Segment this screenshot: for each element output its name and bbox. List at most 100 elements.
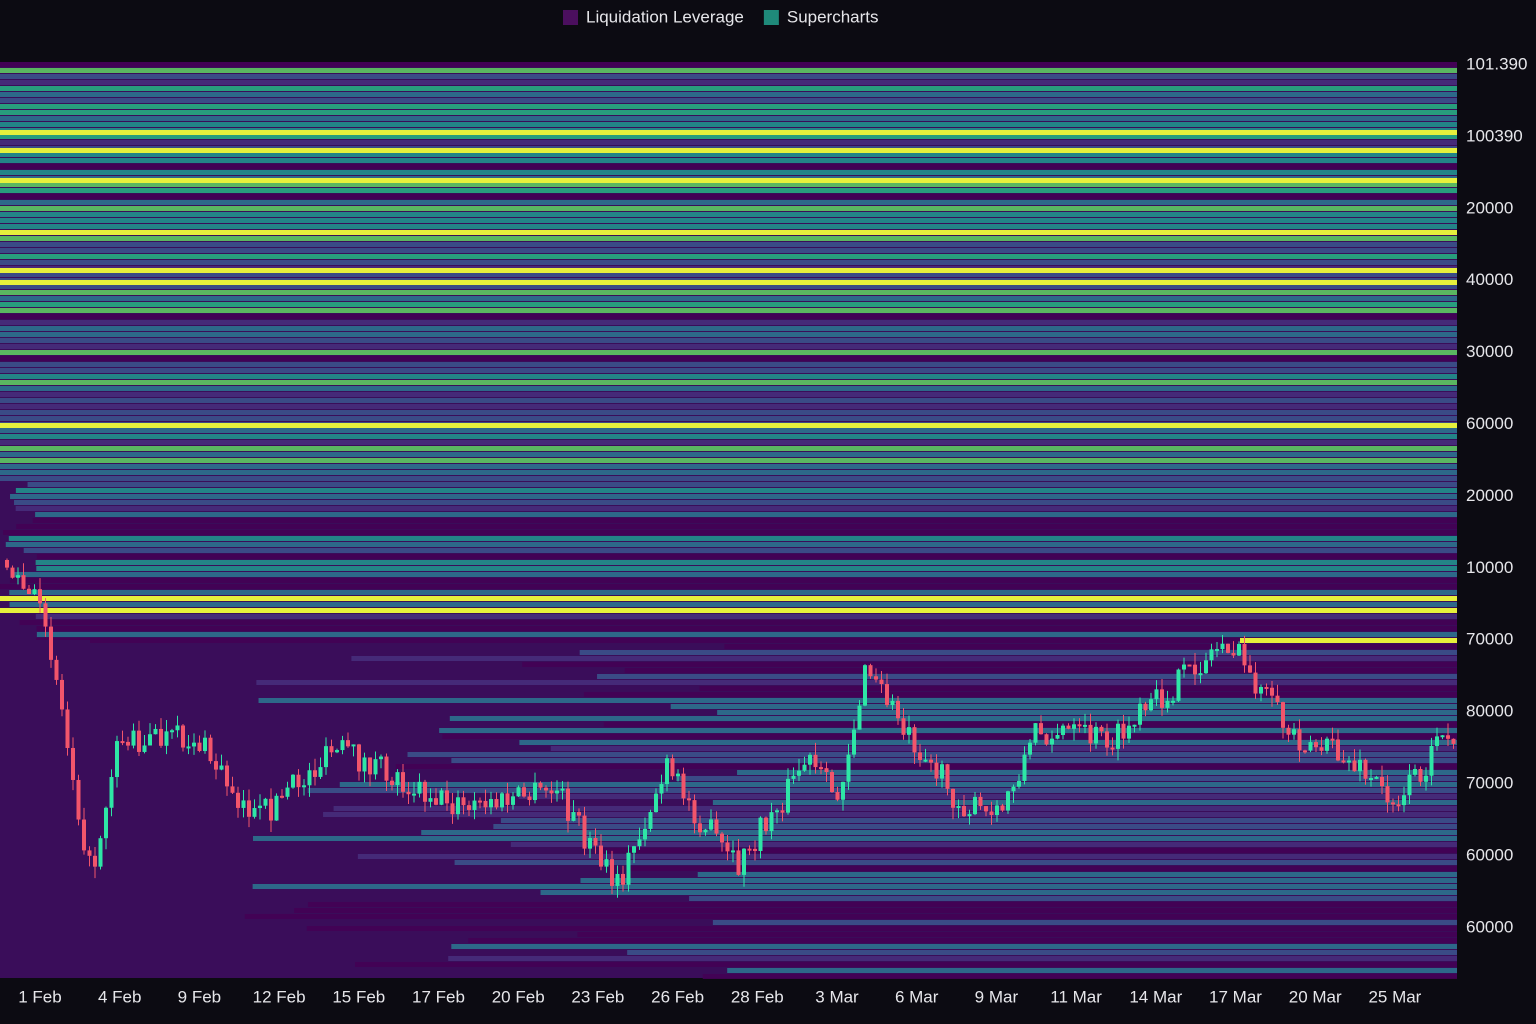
- candle-body: [1193, 664, 1197, 675]
- candle-body: [346, 740, 350, 747]
- candle-body: [874, 676, 878, 680]
- candle-body: [1055, 734, 1060, 739]
- heat-band: [351, 656, 1457, 661]
- candle-body: [566, 788, 570, 821]
- heat-band: [689, 896, 1457, 901]
- candle-body: [742, 848, 746, 875]
- candle-body: [1440, 735, 1445, 738]
- candle-body: [373, 759, 378, 775]
- heat-band: [36, 638, 1458, 643]
- candle-body: [1088, 724, 1093, 744]
- candle-body: [395, 772, 400, 786]
- heat-hot-band: [1220, 608, 1457, 613]
- x-tick-label: 9 Feb: [178, 987, 221, 1006]
- candle-body: [1259, 686, 1263, 694]
- heat-band: [448, 956, 1457, 961]
- candle-body: [610, 859, 614, 886]
- heat-band: [15, 506, 1458, 511]
- y-tick-label: 70000: [1466, 630, 1513, 649]
- candle-body: [252, 808, 257, 817]
- heat-band: [0, 188, 1457, 193]
- heat-band: [0, 440, 1457, 445]
- candle-body: [258, 805, 262, 809]
- candle-body: [786, 778, 790, 813]
- candle-body: [929, 759, 933, 763]
- candle-body: [1330, 738, 1335, 741]
- candle-body: [1413, 769, 1417, 775]
- heat-band: [500, 818, 1457, 823]
- candle-body: [467, 805, 471, 810]
- candle-body: [1286, 727, 1291, 735]
- candle-body: [764, 817, 768, 832]
- heat-dark-left: [0, 640, 90, 978]
- candle-body: [269, 798, 273, 821]
- y-tick-label: 60000: [1466, 917, 1513, 936]
- heat-band: [0, 302, 1457, 307]
- candle-body: [555, 790, 559, 794]
- heat-band: [0, 224, 1457, 229]
- heat-band: [603, 722, 1457, 727]
- x-tick-label: 6 Mar: [895, 987, 939, 1006]
- heat-band: [0, 74, 1457, 79]
- heat-band: [493, 824, 1457, 829]
- candle-body: [978, 796, 983, 807]
- x-tick-label: 20 Mar: [1289, 987, 1342, 1006]
- candle-body: [148, 734, 152, 746]
- candle-body: [599, 845, 603, 867]
- candle-body: [137, 730, 141, 752]
- candle-body: [1028, 742, 1032, 755]
- heat-band: [0, 284, 1457, 289]
- candle-body: [1347, 760, 1351, 763]
- candle-body: [401, 772, 405, 792]
- candle-body: [687, 798, 691, 801]
- heat-band: [727, 968, 1457, 973]
- heat-band: [0, 152, 1457, 157]
- candle-body: [192, 742, 196, 747]
- heat-band: [27, 482, 1457, 487]
- heat-band: [579, 650, 1457, 655]
- candle-body: [483, 800, 488, 808]
- candle-body: [1275, 695, 1280, 703]
- candle-body: [5, 560, 9, 568]
- heat-band: [0, 398, 1457, 403]
- heat-band: [256, 680, 1458, 685]
- candle-body: [1435, 736, 1439, 746]
- candle-body: [313, 770, 317, 777]
- x-tick-label: 12 Feb: [253, 987, 306, 1006]
- y-tick-label: 10000: [1466, 558, 1513, 577]
- x-tick-label: 26 Feb: [651, 987, 704, 1006]
- candle-body: [27, 588, 31, 595]
- candle-body: [126, 741, 130, 746]
- candle-body: [1033, 723, 1038, 743]
- heat-band: [36, 626, 1457, 631]
- candle-body: [1187, 664, 1192, 667]
- heat-band: [0, 368, 1457, 373]
- candle-body: [1171, 700, 1175, 703]
- candle-body: [1182, 664, 1186, 670]
- heat-band: [0, 434, 1457, 439]
- heat-band: [550, 746, 1457, 751]
- heat-band: [0, 380, 1457, 385]
- candle-body: [1358, 759, 1362, 772]
- candle-body: [709, 819, 713, 830]
- heat-band: [0, 236, 1457, 241]
- legend-swatch: [763, 10, 779, 25]
- candle-body: [769, 812, 774, 832]
- candle-body: [714, 819, 719, 834]
- candle-body: [456, 797, 460, 815]
- candle-body: [813, 754, 818, 768]
- candle-body: [296, 774, 301, 788]
- heat-band: [0, 584, 1457, 589]
- heat-band: [0, 308, 1457, 313]
- candle-body: [1264, 686, 1269, 689]
- candle-body: [835, 792, 840, 800]
- x-tick-label: 28 Feb: [731, 987, 784, 1006]
- heat-band: [0, 338, 1457, 343]
- y-tick-label: 70000: [1466, 773, 1513, 792]
- y-tick-label: 100390: [1466, 126, 1523, 145]
- candle-body: [1308, 742, 1313, 751]
- candle-body: [439, 790, 444, 805]
- candle-body: [1281, 702, 1285, 728]
- candle-body: [379, 756, 383, 760]
